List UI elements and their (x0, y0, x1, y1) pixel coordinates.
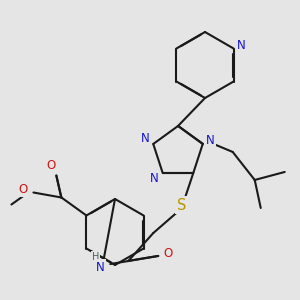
Text: O: O (164, 247, 173, 260)
Text: O: O (47, 159, 56, 172)
Text: N: N (96, 260, 105, 274)
Text: N: N (206, 134, 215, 148)
Text: N: N (141, 133, 150, 146)
Text: O: O (19, 183, 28, 196)
Text: H: H (92, 252, 99, 262)
Text: N: N (237, 39, 246, 52)
Text: S: S (177, 197, 186, 212)
Text: N: N (150, 172, 159, 184)
